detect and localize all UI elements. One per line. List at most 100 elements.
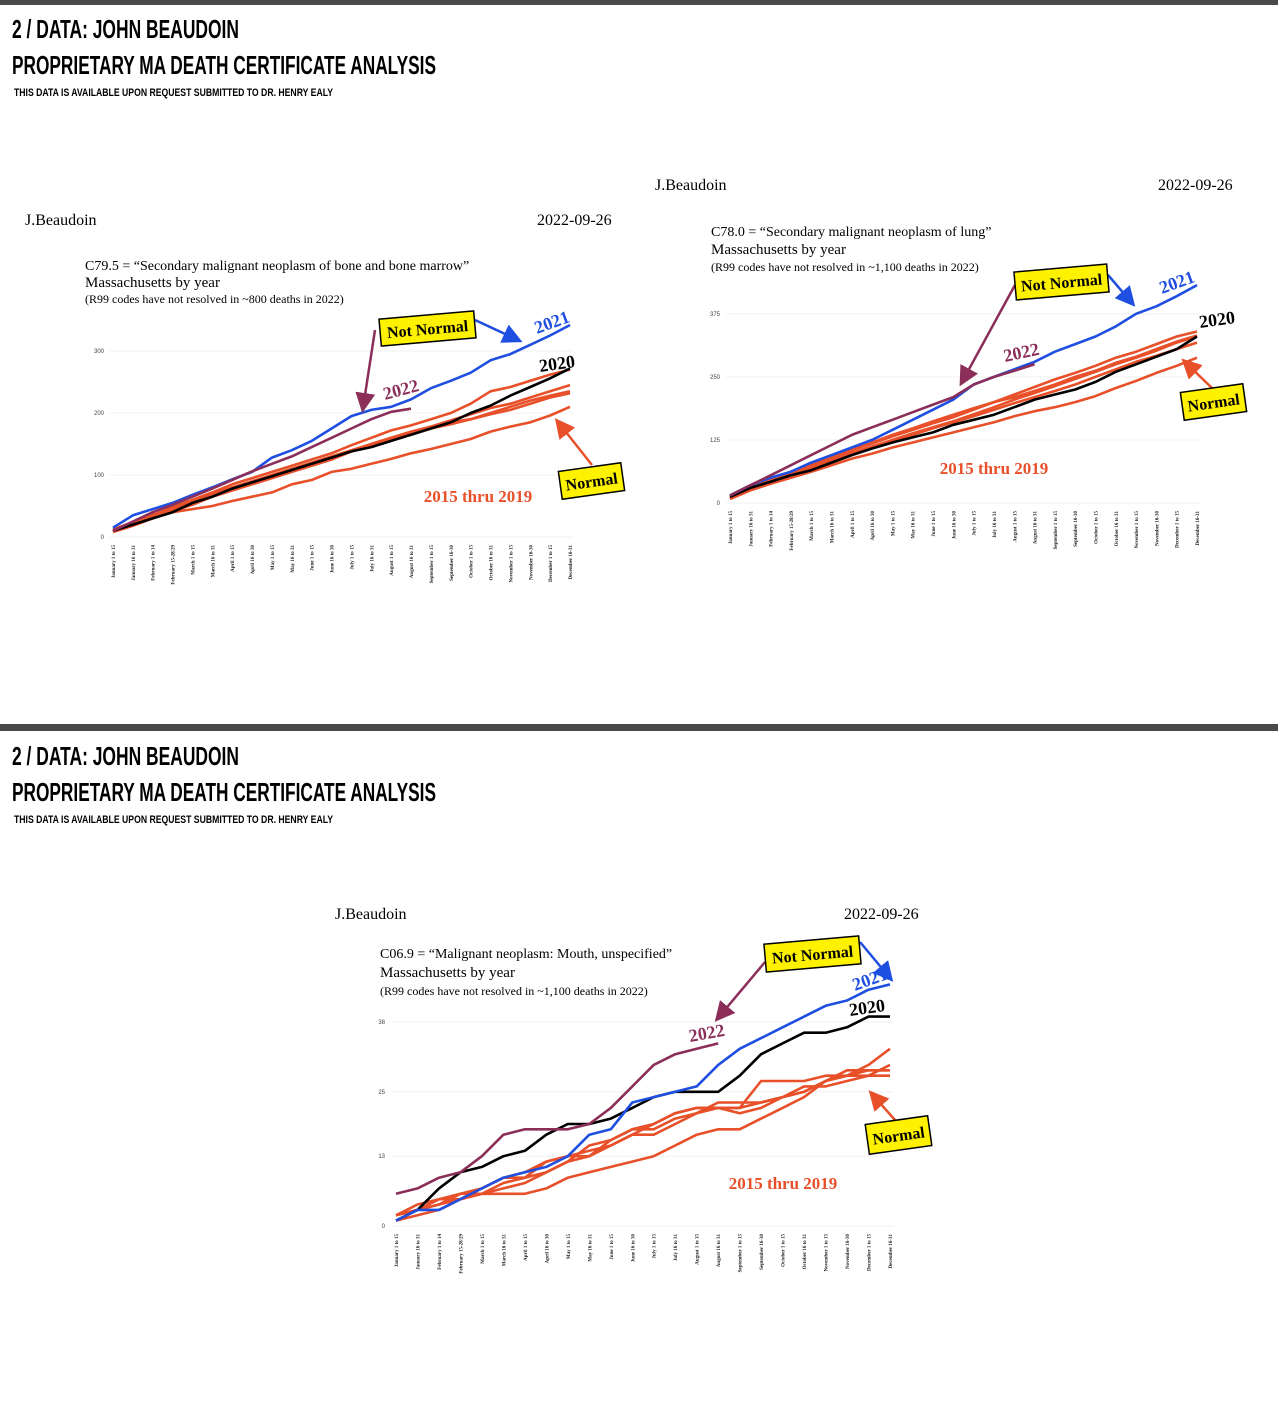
- chart-date: 2022-09-26: [537, 212, 612, 229]
- range-label: 2015 thru 2019: [729, 1174, 838, 1193]
- y-tick-label: 0: [717, 501, 721, 507]
- chart-author: J.Beaudoin: [335, 906, 407, 923]
- x-tick-label: January 16 to 31: [416, 1234, 421, 1270]
- y-tick-label: 25: [378, 1090, 385, 1096]
- x-tick-label: October 1 to 15: [1094, 511, 1099, 544]
- x-tick-label: February 1 to 14: [438, 1234, 443, 1270]
- chart-subtitle: Massachusetts by year: [711, 242, 846, 258]
- x-tick-label: March 1 to 15: [810, 511, 815, 541]
- x-tick-label: December 16-31: [889, 1234, 894, 1269]
- series-line: [729, 335, 1198, 499]
- y-tick-label: 0: [101, 535, 105, 541]
- chart-subtitle: Massachusetts by year: [380, 965, 515, 981]
- y-tick-label: 250: [710, 375, 721, 381]
- not-normal-bg: [763, 935, 862, 973]
- x-tick-label: October 1 to 15: [470, 545, 475, 578]
- y-tick-label: 200: [94, 411, 105, 417]
- x-tick-label: April 16 to 30: [545, 1234, 550, 1264]
- series-line: [729, 356, 1198, 501]
- x-tick-label: November 16-30: [846, 1234, 851, 1270]
- arrow: [1107, 274, 1136, 307]
- x-tick-label: November 1 to 15: [825, 1234, 830, 1272]
- series-label: 2022: [381, 375, 421, 404]
- slide-subheading: PROPRIETARY MA DEATH CERTIFICATE ANALYSI…: [12, 777, 436, 807]
- x-tick-label: September 1 to 15: [430, 545, 435, 584]
- x-tick-label: March 1 to 15: [481, 1234, 486, 1264]
- not-normal-bg: [1013, 263, 1110, 301]
- x-tick-label: May 16 to 31: [588, 1234, 593, 1262]
- slide-heading: 2 / DATA: JOHN BEAUDOIN: [12, 14, 239, 44]
- y-tick-label: 0: [382, 1224, 386, 1230]
- x-tick-label: February 15-28/29: [790, 511, 795, 551]
- x-tick-label: June 1 to 15: [610, 1234, 615, 1260]
- chart-subtitle: Massachusetts by year: [85, 275, 220, 291]
- x-tick-label: October 16 to 31: [490, 545, 495, 581]
- x-tick-label: May 1 to 15: [271, 545, 276, 571]
- not-normal-box: Not Normal: [378, 310, 477, 347]
- x-tick-label: May 16 to 31: [291, 545, 296, 573]
- x-tick-label: March 16 to 31: [502, 1234, 507, 1267]
- x-tick-label: June 16 to 30: [631, 1234, 636, 1263]
- x-tick-label: August 16 to 31: [717, 1234, 722, 1268]
- chart-title: C78.0 = “Secondary malignant neoplasm of…: [711, 225, 991, 240]
- series-line: [729, 335, 1198, 499]
- x-tick-label: February 15-28/29: [172, 545, 177, 585]
- y-tick-label: 13: [378, 1154, 385, 1160]
- x-tick-label: July 16 to 31: [993, 511, 998, 539]
- x-tick-label: May 1 to 15: [891, 511, 896, 537]
- x-tick-label: September 16-30: [760, 1234, 765, 1270]
- arrow: [868, 1090, 896, 1121]
- x-tick-label: February 15-28/29: [459, 1234, 464, 1274]
- x-tick-label: August 1 to 15: [1013, 511, 1018, 542]
- x-tick-label: August 16 to 31: [1034, 511, 1039, 545]
- series-label: 2021: [1157, 267, 1198, 298]
- x-tick-label: December 16-31: [569, 545, 574, 580]
- x-tick-label: April 1 to 15: [524, 1234, 529, 1261]
- x-tick-label: May 16 to 31: [912, 511, 917, 539]
- x-tick-label: April 1 to 15: [231, 545, 236, 572]
- arrow: [355, 329, 377, 413]
- x-tick-label: April 16 to 30: [251, 545, 256, 575]
- x-tick-label: October 1 to 15: [782, 1234, 787, 1267]
- x-tick-label: November 16-30: [529, 545, 534, 581]
- arrow: [959, 284, 1017, 387]
- x-tick-label: September 16-30: [450, 545, 455, 581]
- x-tick-label: March 1 to 15: [191, 545, 196, 575]
- x-tick-label: January 1 to 15: [395, 1234, 400, 1268]
- slide-heading: 2 / DATA: JOHN BEAUDOIN: [12, 741, 239, 771]
- normal-bg: [557, 461, 626, 501]
- chart-note: (R99 codes have not resolved in ~1,100 d…: [711, 260, 979, 274]
- x-tick-label: May 1 to 15: [567, 1234, 572, 1260]
- x-tick-label: September 1 to 15: [739, 1234, 744, 1273]
- slide-subheading: PROPRIETARY MA DEATH CERTIFICATE ANALYSI…: [12, 50, 436, 80]
- x-tick-label: August 16 to 31: [410, 545, 415, 579]
- y-tick-label: 100: [94, 473, 105, 479]
- y-tick-label: 375: [710, 312, 721, 318]
- chart-note: (R99 codes have not resolved in ~1,100 d…: [380, 984, 648, 998]
- x-tick-label: July 16 to 31: [370, 545, 375, 573]
- chart-date: 2022-09-26: [844, 906, 919, 923]
- series-label: 2020: [848, 995, 886, 1020]
- range-label: 2015 thru 2019: [424, 487, 533, 506]
- normal-box: Normal: [557, 461, 626, 501]
- not-normal-bg: [378, 310, 477, 347]
- arrow: [1181, 358, 1213, 389]
- normal-box: Normal: [864, 1114, 933, 1156]
- x-tick-label: March 16 to 31: [831, 511, 836, 544]
- x-tick-label: November 16-30: [1155, 511, 1160, 547]
- series-line: [112, 367, 571, 533]
- arrow: [554, 418, 593, 466]
- x-tick-label: October 16 to 31: [803, 1234, 808, 1270]
- not-normal-box: Not Normal: [1013, 263, 1110, 301]
- x-tick-label: December 1 to 15: [549, 545, 554, 582]
- series-label: 2022: [687, 1020, 726, 1046]
- x-tick-label: July 1 to 15: [350, 545, 355, 570]
- x-tick-label: August 1 to 15: [696, 1234, 701, 1265]
- arrow: [859, 941, 894, 982]
- x-tick-label: April 1 to 15: [851, 511, 856, 538]
- series-line: [112, 405, 571, 533]
- slide-divider: [0, 724, 1278, 731]
- chart-title: C79.5 = “Secondary malignant neoplasm of…: [85, 259, 469, 274]
- x-tick-label: December 16-31: [1196, 511, 1201, 546]
